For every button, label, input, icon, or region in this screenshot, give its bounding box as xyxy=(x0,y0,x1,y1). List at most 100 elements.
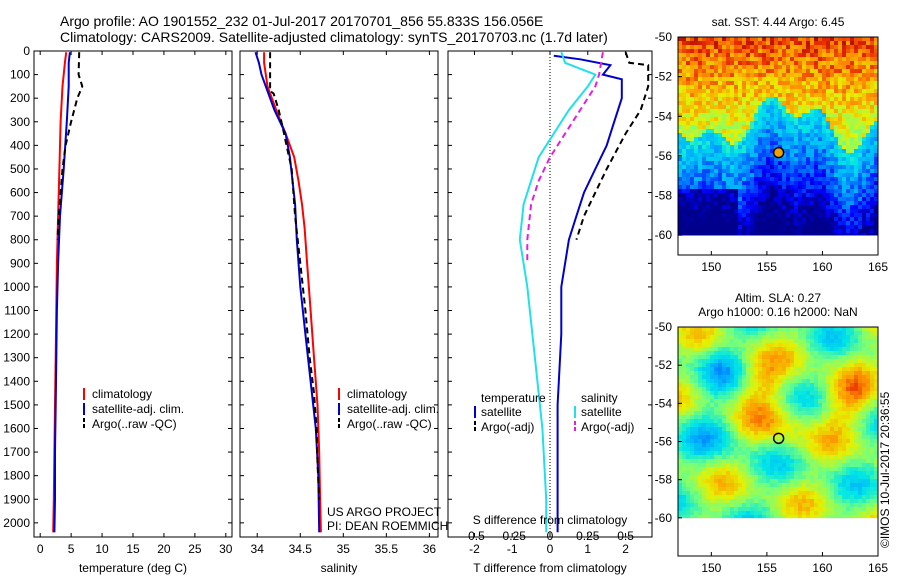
y-tick-label: 1300 xyxy=(3,351,30,365)
x2-tick-label: -0.5 xyxy=(464,529,485,543)
y-tick-label: -56 xyxy=(655,435,673,449)
y-tick-label: 2000 xyxy=(3,516,30,530)
y-tick-label: 900 xyxy=(10,256,30,270)
x2-axis-label: S difference from climatology xyxy=(473,513,628,527)
x-axis-label: temperature (deg C) xyxy=(79,561,187,575)
x-tick-label: 15 xyxy=(126,542,140,556)
legend-label: satellite xyxy=(481,405,522,419)
x2-tick-label: -0.25 xyxy=(499,529,527,543)
x-tick-label: 10 xyxy=(95,542,109,556)
legend-label: Argo(-adj) xyxy=(481,420,534,434)
series-line xyxy=(575,51,650,241)
x-tick-label: 34.5 xyxy=(289,542,313,556)
argo-position-marker xyxy=(772,432,785,445)
map-title: Altim. SLA: 0.27 xyxy=(735,291,821,305)
legend-label: climatology xyxy=(92,387,152,401)
y-tick-label: -52 xyxy=(655,358,673,372)
x-tick-label: -1 xyxy=(507,542,518,556)
x-tick-label: 165 xyxy=(868,260,888,274)
y-tick-label: 600 xyxy=(10,186,30,200)
x-tick-label: 35.5 xyxy=(375,542,399,556)
y-tick-label: 100 xyxy=(10,68,30,82)
x-tick-label: 150 xyxy=(701,561,721,575)
legend-label: climatology xyxy=(347,387,407,401)
legend-label: satellite-adj. clim. xyxy=(347,402,439,416)
series-line xyxy=(263,52,322,533)
x-tick-label: 25 xyxy=(188,542,202,556)
y-tick-label: 1800 xyxy=(3,469,30,483)
x-tick-label: 150 xyxy=(701,260,721,274)
y-tick-label: -54 xyxy=(655,109,673,123)
x-tick-label: 155 xyxy=(757,561,777,575)
legend-label: Argo(..raw -QC) xyxy=(347,417,432,431)
y-tick-label: -58 xyxy=(655,189,673,203)
x-tick-label: 36 xyxy=(423,542,437,556)
annotation-project: US ARGO PROJECT xyxy=(327,505,442,519)
salinity-profile-panel: 34 34.5 35 35.5 36 salinity climatologysatelli… xyxy=(239,50,448,575)
credit-text: ©IMOS 10-Jul-2017 20:36:55 xyxy=(878,391,892,548)
x-tick-label: 5 xyxy=(68,542,75,556)
legend-heading: temperature xyxy=(481,391,546,405)
annotation-pi: PI: DEAN ROEMMICH xyxy=(327,519,448,533)
difference-profile-panel: -2 -1 0 1 2 T difference from climatology S di… xyxy=(447,50,653,575)
header-line-2: Climatology: CARS2009. Satellite-adjuste… xyxy=(60,29,608,45)
x-tick-label: 160 xyxy=(812,260,832,274)
x-tick-label: 1 xyxy=(584,542,591,556)
y-tick-label: 200 xyxy=(10,91,30,105)
map-title: sat. SST: 4.44 Argo: 6.45 xyxy=(712,15,845,29)
y-tick-label: -56 xyxy=(655,149,673,163)
x-tick-label: 34 xyxy=(251,542,265,556)
y-tick-label: 700 xyxy=(10,209,30,223)
y-tick-label: 800 xyxy=(10,233,30,247)
heatmap-field xyxy=(678,37,879,236)
y-tick-label: 1600 xyxy=(3,421,30,435)
header-line-1: Argo profile: AO 1901552_232 01-Jul-2017… xyxy=(60,13,543,29)
x-tick-label: 35 xyxy=(337,542,351,556)
legend-label: Argo(..raw -QC) xyxy=(92,417,177,431)
y-tick-label: 400 xyxy=(10,138,30,152)
x-tick-label: 2 xyxy=(622,542,629,556)
x-tick-label: 20 xyxy=(157,542,171,556)
plot-frame xyxy=(33,50,233,538)
y-tick-label: -60 xyxy=(655,511,673,525)
plot-frame xyxy=(239,50,439,538)
heatmap-field xyxy=(678,327,879,519)
series-line xyxy=(53,52,71,533)
series-line xyxy=(56,52,84,240)
series-line xyxy=(518,51,597,533)
legend-label: Argo(-adj) xyxy=(581,420,634,434)
x-tick-label: 160 xyxy=(812,561,832,575)
series-line xyxy=(553,54,623,533)
y-tick-label: -50 xyxy=(655,320,673,334)
x-tick-label: -2 xyxy=(469,542,480,556)
x-tick-label: 0 xyxy=(547,542,554,556)
y-tick-label: -58 xyxy=(655,473,673,487)
map-frame xyxy=(677,36,879,256)
y-tick-label: 300 xyxy=(10,115,30,129)
legend-label: satellite-adj. clim. xyxy=(92,402,184,416)
sla-map-panel: -50 -52 -54 -56 -58 -60 150 155 160 165 Altim. SLA… xyxy=(655,291,889,575)
x-tick-label: 0 xyxy=(37,542,44,556)
y-tick-label: 500 xyxy=(10,162,30,176)
y-tick-label: 1400 xyxy=(3,374,30,388)
legend-label: satellite xyxy=(581,405,622,419)
series-line xyxy=(526,52,604,264)
y-tick-label: 1900 xyxy=(3,492,30,506)
x2-tick-label: 0.25 xyxy=(576,529,600,543)
y-tick-label: -60 xyxy=(655,228,673,242)
map-subtitle: Argo h1000: 0.16 h2000: NaN xyxy=(698,305,857,319)
x-tick-label: 155 xyxy=(757,260,777,274)
y-tick-label: 1200 xyxy=(3,327,30,341)
legend-heading: salinity xyxy=(581,391,618,405)
argo-position-marker xyxy=(772,146,785,159)
x2-tick-label: 0 xyxy=(547,529,554,543)
y-tick-label: 1100 xyxy=(4,304,30,318)
x-tick-label: 165 xyxy=(868,561,888,575)
y-tick-label: -50 xyxy=(655,30,673,44)
series-line xyxy=(269,52,321,500)
x-axis-label: T difference from climatology xyxy=(473,561,627,575)
y-tick-label: 1000 xyxy=(3,280,30,294)
y-tick-label: -52 xyxy=(655,70,673,84)
y-tick-label: 1500 xyxy=(3,398,30,412)
